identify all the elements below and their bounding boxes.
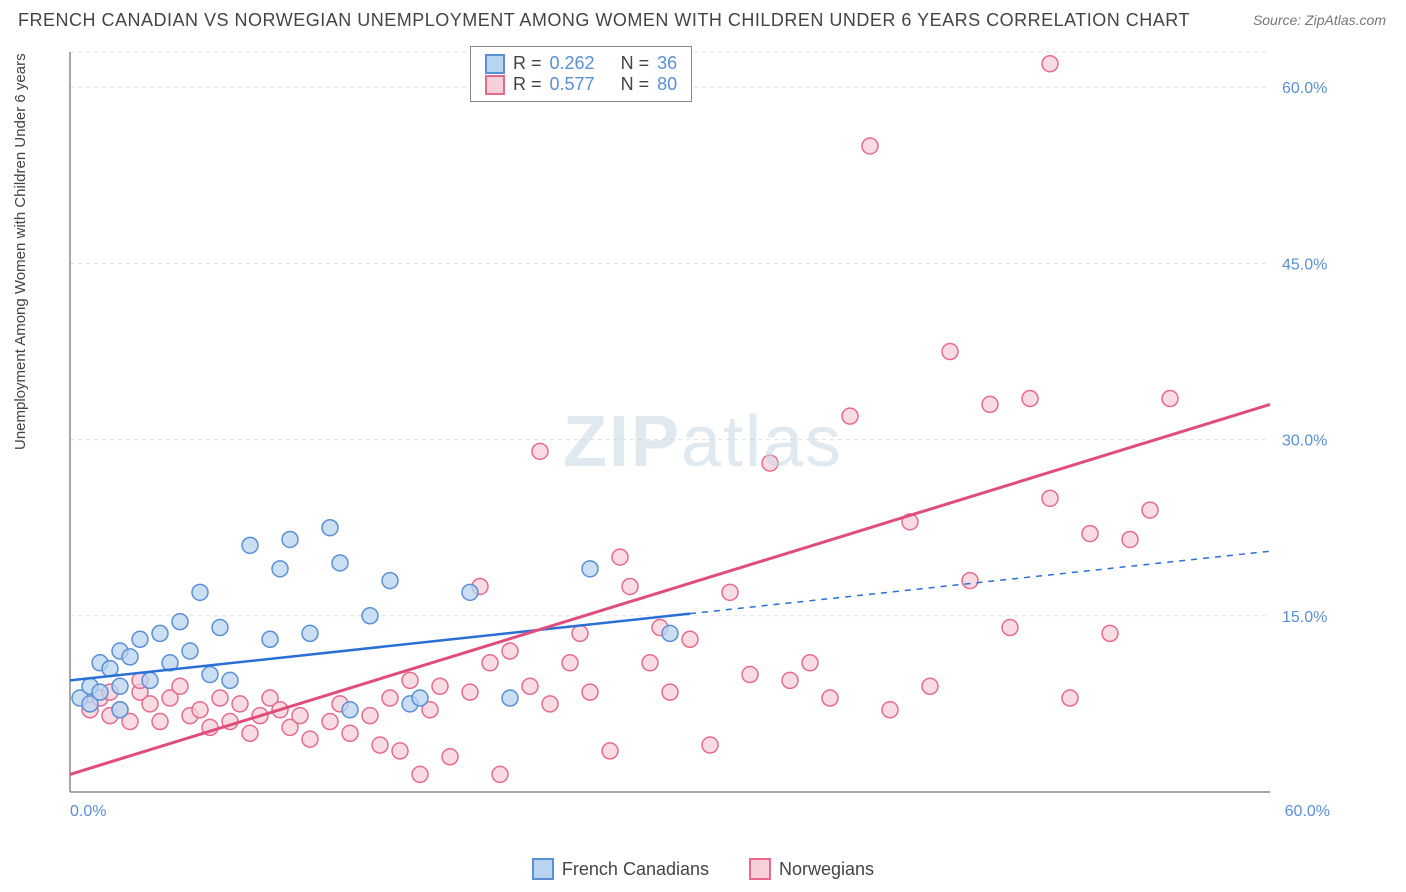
svg-text:45.0%: 45.0%	[1282, 256, 1327, 273]
n-label: N =	[621, 74, 650, 95]
svg-text:60.0%: 60.0%	[1282, 80, 1327, 97]
legend-swatch	[532, 858, 554, 880]
y-axis-label: Unemployment Among Women with Children U…	[12, 53, 29, 450]
n-value: 80	[657, 74, 677, 95]
legend-label: French Canadians	[562, 859, 709, 880]
stats-row: R = 0.577 N = 80	[485, 74, 677, 95]
svg-text:15.0%: 15.0%	[1282, 609, 1327, 626]
n-label: N =	[621, 53, 650, 74]
legend-item: Norwegians	[749, 858, 874, 880]
legend-label: Norwegians	[779, 859, 874, 880]
svg-text:0.0%: 0.0%	[70, 803, 106, 820]
series-swatch	[485, 54, 505, 74]
r-label: R =	[513, 74, 542, 95]
svg-text:30.0%: 30.0%	[1282, 433, 1327, 450]
r-value: 0.262	[550, 53, 595, 74]
svg-text:60.0%: 60.0%	[1285, 803, 1330, 820]
stats-row: R = 0.262 N = 36	[485, 53, 677, 74]
scatter-plot: 15.0% 30.0% 45.0% 60.0% 0.0% 60.0%	[60, 42, 1340, 832]
series-swatch	[485, 75, 505, 95]
r-value: 0.577	[550, 74, 595, 95]
legend-item: French Canadians	[532, 858, 709, 880]
chart-title: FRENCH CANADIAN VS NORWEGIAN UNEMPLOYMEN…	[18, 10, 1190, 31]
n-value: 36	[657, 53, 677, 74]
legend-swatch	[749, 858, 771, 880]
stats-legend-box: R = 0.262 N = 36 R = 0.577 N = 80	[470, 46, 692, 102]
source-attribution: Source: ZipAtlas.com	[1253, 12, 1386, 28]
chart-svg: 15.0% 30.0% 45.0% 60.0% 0.0% 60.0%	[60, 42, 1340, 832]
r-label: R =	[513, 53, 542, 74]
bottom-legend: French Canadians Norwegians	[0, 858, 1406, 880]
